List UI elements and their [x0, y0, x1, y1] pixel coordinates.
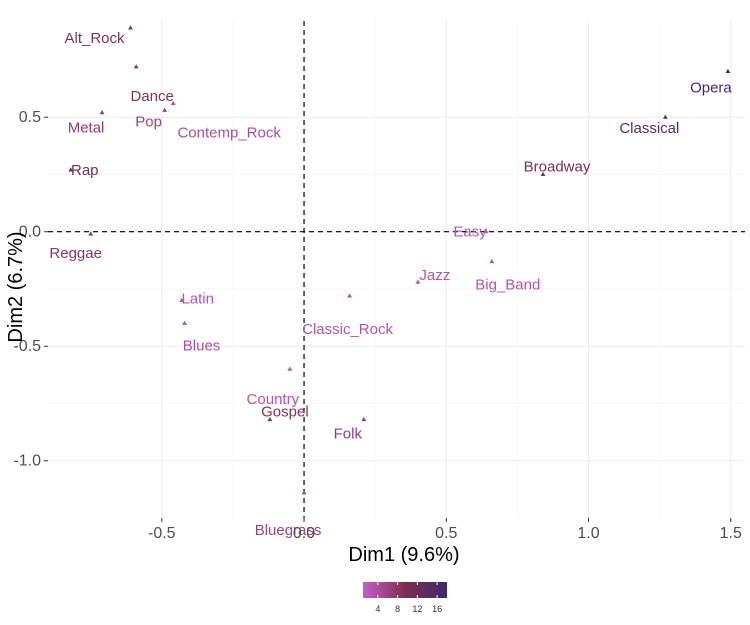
data-points: Alt_Rock Dance Contemp_Rock Pop Metal Rap Regg… [49, 25, 732, 539]
point-label: Blues [183, 337, 221, 354]
point-marker [361, 416, 367, 422]
x-tick-label: -0.5 [148, 525, 176, 542]
grid [48, 21, 745, 518]
y-axis-title: Dim2 (6.7%) [5, 231, 27, 342]
point-label: Latin [181, 290, 214, 307]
point-marker [68, 167, 74, 172]
point-marker [662, 114, 668, 119]
x-tick-label: 0.0 [293, 525, 315, 542]
color-legend: 4 8 12 16 [363, 582, 447, 614]
axes: -0.5 0.0 0.5 1.0 1.5 -1.0 -0.5 0.0 0.5 [13, 109, 742, 542]
legend-tick-label: 4 [375, 604, 380, 614]
point-marker [170, 100, 176, 106]
point-marker [179, 297, 185, 303]
point-marker [88, 231, 94, 236]
point-marker [99, 110, 105, 115]
point-marker [128, 25, 133, 30]
point-label: Jazz [419, 267, 450, 284]
legend-tick-label: 16 [432, 604, 442, 614]
y-tick-label: -1.0 [13, 453, 41, 470]
legend-tick-label: 8 [395, 604, 400, 614]
point-marker [483, 229, 489, 234]
point-label: Classical [619, 120, 679, 137]
y-tick-label: -0.5 [13, 338, 41, 355]
point-marker [162, 107, 168, 112]
point-label: Dance [131, 88, 174, 105]
y-tick-label: 0.0 [19, 224, 41, 241]
point-label: Country [247, 391, 300, 408]
point-marker [301, 490, 307, 495]
y-tick-label: 0.5 [19, 109, 41, 126]
x-tick-label: 1.0 [577, 525, 599, 542]
point-label: Alt_Rock [64, 30, 125, 47]
point-label: Contemp_Rock [177, 124, 281, 141]
x-axis-title: Dim1 (9.6%) [348, 544, 459, 566]
point-marker [133, 64, 139, 69]
color-legend-bar [363, 582, 447, 598]
point-label: Reggae [49, 245, 102, 262]
point-label: Bluegrass [255, 522, 322, 539]
point-label: Folk [334, 426, 363, 443]
point-label: Big_Band [475, 276, 540, 293]
point-label: Metal [68, 120, 105, 137]
point-marker [415, 279, 421, 284]
point-marker [347, 293, 352, 298]
point-label: Classic_Rock [302, 321, 393, 338]
legend-tick-label: 12 [412, 604, 422, 614]
point-label: Easy [453, 224, 487, 241]
x-tick-label: 1.5 [720, 525, 742, 542]
point-marker [489, 258, 495, 264]
point-marker [540, 171, 546, 177]
point-label: Broadway [524, 158, 591, 175]
point-marker [725, 68, 731, 73]
point-marker [287, 366, 293, 371]
point-label: Rap [71, 162, 99, 179]
point-label: Opera [690, 79, 732, 96]
point-label: Pop [135, 113, 162, 130]
reference-lines [48, 21, 745, 518]
point-label: Gospel [261, 404, 309, 421]
point-marker [182, 320, 187, 325]
point-marker [267, 416, 273, 422]
x-tick-label: 0.5 [435, 525, 457, 542]
